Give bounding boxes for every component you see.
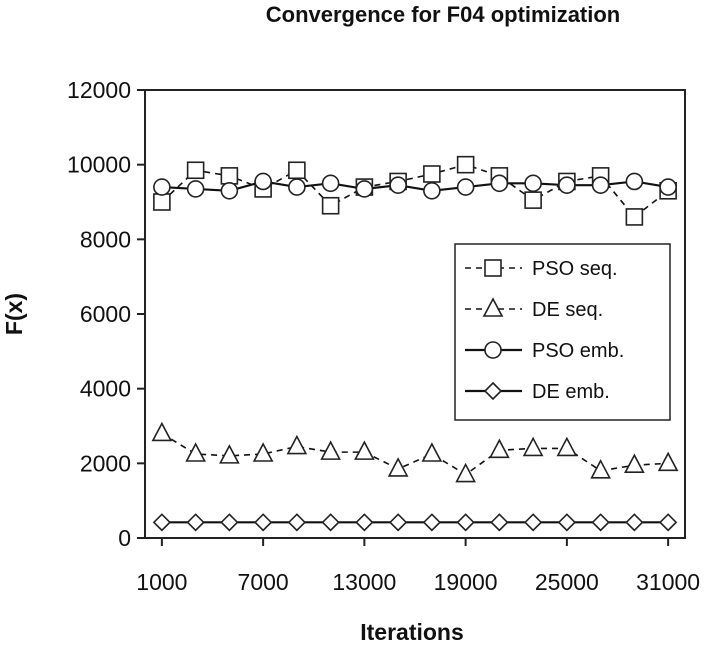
y-axis: 0 2000 4000 6000 8000 10000 12000	[67, 77, 145, 551]
data-point-de-seq	[252, 442, 274, 462]
series-line-de-seq	[161, 432, 669, 476]
data-point-pso-emb	[591, 176, 610, 194]
x-tick-label: 13000	[332, 569, 396, 595]
data-point-pso-seq	[423, 165, 441, 183]
data-point-pso-emb	[625, 172, 644, 191]
data-point-de-seq	[624, 453, 645, 474]
x-axis-label: Iterations	[360, 619, 464, 645]
series-de-emb	[152, 513, 678, 532]
series-pso-emb	[153, 172, 677, 200]
data-point-de-emb	[253, 513, 273, 532]
y-tick-label: 2000	[80, 450, 131, 476]
legend-marker-de-emb	[483, 381, 503, 401]
x-tick-label: 1000	[136, 569, 187, 595]
data-point-de-emb	[355, 513, 374, 532]
data-point-pso-seq	[153, 193, 171, 211]
data-point-de-seq	[387, 457, 409, 477]
data-point-de-emb	[220, 513, 239, 532]
data-point-de-emb	[287, 513, 307, 532]
data-point-pso-emb	[220, 182, 239, 200]
y-tick-label: 12000	[67, 77, 131, 103]
data-point-de-emb	[591, 513, 610, 532]
data-point-pso-seq	[220, 167, 239, 185]
series-de-seq	[151, 421, 679, 483]
y-tick-label: 10000	[67, 152, 131, 178]
data-point-pso-emb	[490, 174, 509, 193]
x-tick-label: 19000	[434, 569, 498, 595]
x-tick-label: 31000	[636, 569, 700, 595]
data-point-pso-emb	[456, 178, 475, 196]
data-point-de-seq	[421, 442, 443, 462]
data-point-de-emb	[523, 513, 543, 532]
x-axis: 1000 7000 13000 19000 25000 31000	[136, 538, 700, 595]
y-tick-label: 4000	[80, 376, 131, 402]
data-point-pso-seq	[321, 196, 340, 215]
legend-label-de-seq: DE seq.	[532, 299, 603, 321]
data-point-de-emb	[388, 513, 408, 532]
data-point-de-seq	[354, 440, 375, 460]
data-point-pso-seq	[288, 161, 306, 180]
data-point-de-seq	[286, 434, 308, 455]
data-point-de-emb	[658, 513, 678, 532]
data-point-pso-emb	[558, 176, 576, 194]
legend: PSO seq. DE seq. PSO emb. DE emb.	[454, 243, 671, 421]
data-point-de-emb	[490, 513, 509, 532]
data-point-de-seq	[489, 438, 510, 459]
data-point-de-seq	[590, 459, 611, 479]
data-point-pso-emb	[355, 180, 374, 198]
legend-marker-pso-emb	[484, 341, 502, 359]
data-point-de-emb	[625, 513, 644, 532]
data-point-pso-seq	[456, 155, 475, 174]
data-point-de-seq	[522, 436, 544, 457]
data-point-pso-emb	[288, 178, 306, 196]
data-point-pso-emb	[321, 174, 340, 193]
chart-title: Convergence for F04 optimization	[266, 2, 621, 27]
data-point-de-seq	[320, 440, 341, 460]
series-line-pso-emb	[161, 180, 669, 192]
data-point-de-emb	[186, 513, 205, 532]
y-tick-label: 8000	[80, 226, 131, 252]
legend-marker-pso-seq	[484, 259, 502, 277]
data-point-de-seq	[455, 462, 476, 483]
data-point-de-seq	[657, 451, 679, 472]
data-point-pso-emb	[389, 176, 407, 194]
data-point-de-emb	[321, 513, 340, 532]
y-tick-label: 6000	[80, 301, 131, 327]
data-point-de-seq	[219, 444, 240, 464]
data-point-pso-emb	[153, 178, 171, 196]
data-point-de-seq	[151, 421, 173, 442]
legend-label-de-emb: DE emb.	[532, 381, 610, 403]
series-layer	[151, 155, 679, 532]
data-point-de-emb	[456, 513, 475, 532]
data-point-pso-seq	[524, 191, 542, 209]
data-point-de-emb	[422, 513, 442, 532]
data-point-pso-emb	[254, 172, 272, 191]
x-tick-label: 7000	[238, 569, 289, 595]
data-point-de-seq	[185, 442, 206, 462]
y-axis-label: F(x)	[1, 293, 27, 335]
data-point-pso-emb	[524, 174, 542, 193]
legend-label-pso-emb: PSO emb.	[532, 340, 624, 362]
legend-marker-de-seq	[482, 297, 504, 317]
data-point-de-seq	[556, 436, 578, 457]
x-tick-label: 25000	[535, 569, 599, 595]
y-tick-label: 0	[118, 525, 131, 551]
data-point-pso-emb	[423, 182, 441, 200]
data-point-pso-seq	[186, 161, 205, 180]
data-point-de-emb	[557, 513, 577, 532]
data-point-pso-emb	[186, 180, 205, 198]
data-point-de-emb	[152, 513, 172, 532]
legend-label-pso-seq: PSO seq.	[532, 258, 618, 280]
data-point-pso-seq	[625, 208, 644, 226]
data-point-pso-emb	[659, 178, 677, 196]
